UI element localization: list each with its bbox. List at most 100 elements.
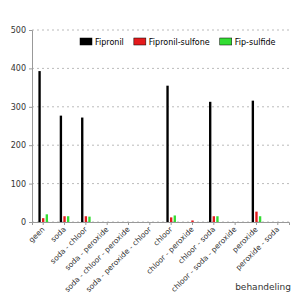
grid-line [32, 30, 289, 31]
grid [32, 30, 289, 222]
y-tick-label: 400 [11, 64, 26, 73]
x-tick-mark [85, 222, 86, 225]
chart: 0100200300400500geensodasoda - chloorsod… [0, 0, 295, 295]
bar [273, 222, 275, 223]
legend-item: Fipronil [80, 38, 124, 47]
x-tick: soda [49, 222, 68, 244]
bar [252, 101, 254, 222]
bar [131, 222, 133, 223]
bar [259, 216, 261, 222]
x-tick-mark [213, 222, 214, 225]
y-axis: 0 100 200 300 400 500 [11, 26, 33, 227]
bar [85, 216, 87, 222]
x-tick-mark [64, 222, 65, 225]
bar [230, 222, 232, 223]
legend-swatch [80, 38, 92, 45]
bar [102, 222, 104, 223]
bar [170, 217, 172, 222]
bar [81, 118, 83, 222]
bar [110, 222, 112, 223]
x-tick: geen [27, 222, 47, 245]
x-tick-mark [107, 222, 108, 225]
bar [149, 222, 151, 223]
bar [63, 216, 65, 222]
x-tick-label: soda [49, 225, 68, 244]
y-axis-line [29, 31, 33, 223]
series [42, 212, 258, 222]
grid-line [32, 183, 289, 184]
bar [46, 214, 48, 222]
bar [166, 86, 168, 222]
legend-swatch [220, 38, 232, 45]
bar [42, 218, 44, 222]
bar [88, 217, 90, 222]
bar [38, 71, 40, 222]
y-tick-mark [29, 68, 32, 69]
x-tick: soda - peroxide - chloor [84, 222, 154, 294]
legend-label: Fipronil-sulfone [149, 38, 210, 47]
series [38, 71, 254, 222]
y-tick: 0 [21, 218, 32, 227]
x-tick-mark [149, 222, 150, 225]
x-tick-mark [277, 222, 278, 225]
bar [145, 222, 147, 223]
bars [38, 71, 261, 222]
x-axis-line [33, 223, 290, 226]
x-tick-label: peroxide - soda [234, 225, 281, 272]
bar [174, 215, 176, 222]
bar [238, 222, 240, 223]
bar [234, 222, 236, 223]
y-tick-mark [29, 145, 32, 146]
x-tick-mark [43, 222, 44, 225]
y-tick: 500 [11, 26, 32, 35]
bar [216, 216, 218, 222]
x-axis-title: behandeling [235, 282, 291, 292]
legend-label: Fip-sulfide [235, 38, 276, 47]
x-tick: peroxide - soda [234, 222, 281, 272]
grid-line [32, 106, 289, 107]
x-tick-mark [171, 222, 172, 225]
series [46, 214, 262, 222]
bar [106, 222, 108, 223]
y-tick-mark [29, 107, 32, 108]
bar [255, 212, 257, 222]
x-tick-label: soda - peroxide - chloor [84, 224, 154, 294]
bar [277, 222, 279, 223]
legend-item: Fipronil-sulfone [134, 38, 210, 47]
x-tick-mark [192, 222, 193, 225]
bar [213, 216, 215, 222]
x-tick-mark [235, 222, 236, 225]
x-tick-label: geen [27, 225, 47, 245]
grid-line [32, 68, 289, 69]
legend: Fipronil Fipronil-sulfone Fip-sulfide [80, 38, 276, 47]
grid-line [32, 145, 289, 146]
plot: 0100200300400500geensodasoda - chloorsod… [11, 26, 290, 294]
y-tick-label: 200 [11, 141, 26, 150]
y-tick-label: 300 [11, 103, 26, 112]
bar [124, 222, 126, 223]
x-tick-label: chloor - soda - peroxide [169, 225, 238, 294]
y-tick: 400 [11, 64, 32, 73]
bar [195, 222, 197, 223]
y-tick-mark [29, 222, 32, 223]
x-tick: chloor - soda - peroxide [169, 222, 238, 294]
legend-label: Fipronil [95, 38, 124, 47]
bar [280, 222, 282, 223]
y-tick: 200 [11, 141, 32, 150]
bar [188, 222, 190, 223]
bar [152, 222, 154, 223]
bar [127, 222, 129, 223]
legend-swatch [134, 38, 146, 45]
y-tick-mark [29, 30, 32, 31]
y-tick: 300 [11, 103, 32, 112]
x-tick-mark [256, 222, 257, 225]
y-tick-label: 0 [21, 218, 26, 227]
y-tick: 100 [11, 180, 32, 189]
y-tick-label: 500 [11, 26, 26, 35]
y-tick-label: 100 [11, 180, 26, 189]
bar [209, 102, 211, 222]
bar [60, 116, 62, 222]
legend-item: Fip-sulfide [220, 38, 276, 47]
bar [67, 216, 69, 222]
y-tick-mark [29, 184, 32, 185]
